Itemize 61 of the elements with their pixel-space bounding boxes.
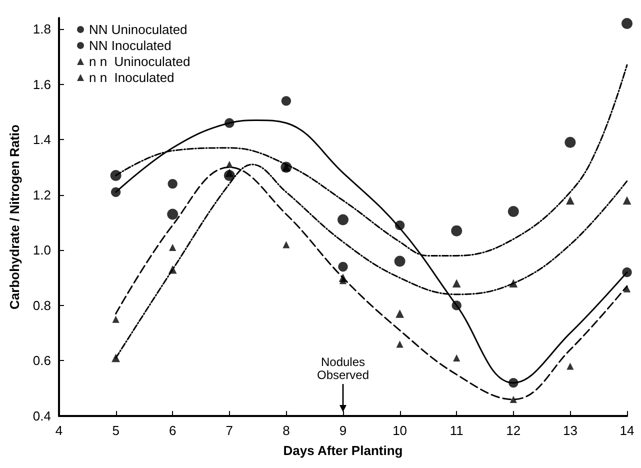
legend-label: NN Inoculated <box>89 38 172 53</box>
point <box>508 378 518 388</box>
point <box>338 262 348 272</box>
point <box>510 396 517 403</box>
point <box>226 160 233 168</box>
point <box>394 220 405 230</box>
point <box>112 354 120 362</box>
x-tick-label: 14 <box>620 423 634 438</box>
point <box>396 340 404 348</box>
y-tick-label: 1.2 <box>32 187 51 202</box>
point <box>509 279 518 288</box>
x-tick-label: 10 <box>392 423 408 438</box>
x-tick-label: 11 <box>450 423 464 438</box>
point <box>168 178 178 189</box>
point <box>452 300 462 310</box>
point <box>453 354 460 362</box>
point <box>622 267 632 278</box>
x-tick-label: 8 <box>282 423 290 438</box>
legend-label: n n Inoculated <box>89 70 174 85</box>
x-tick-label: 7 <box>226 423 234 438</box>
point <box>394 256 406 267</box>
x-tick-label: 4 <box>55 423 63 438</box>
point <box>224 118 234 128</box>
annotation: Nodules Observed <box>316 355 370 382</box>
legend-label: n n Uninoculated <box>89 54 190 69</box>
point <box>339 277 347 284</box>
point <box>622 196 632 205</box>
point <box>282 241 290 248</box>
point <box>281 96 292 106</box>
point <box>566 362 574 370</box>
point <box>451 225 462 236</box>
point <box>110 170 122 182</box>
x-tick-label: 9 <box>339 423 347 438</box>
x-tick-label: 12 <box>506 423 521 438</box>
point <box>338 214 348 226</box>
x-axis-title: Days After Planting <box>283 443 403 458</box>
point <box>169 244 176 251</box>
y-tick-label: 1.8 <box>32 22 51 37</box>
y-tick-label: 1.0 <box>32 242 51 258</box>
y-axis-title: Carbohydrate / Nitrogen Ratio <box>7 124 22 310</box>
point <box>110 187 121 197</box>
y-tick-label: 1.4 <box>32 132 51 148</box>
point <box>225 168 234 177</box>
point <box>622 18 632 30</box>
y-tick-label: 0.6 <box>32 353 51 368</box>
legend-label: NN Uninoculated <box>89 22 188 37</box>
point <box>508 206 519 217</box>
x-tick-label: 5 <box>112 423 120 438</box>
y-tick-label: 1.6 <box>32 76 51 92</box>
y-tick-label: 0.8 <box>32 298 51 313</box>
point <box>168 265 177 274</box>
point <box>396 310 404 318</box>
point <box>623 285 631 292</box>
x-tick-label: 13 <box>562 423 578 438</box>
point <box>566 196 574 205</box>
point <box>167 208 178 220</box>
point <box>112 316 120 323</box>
x-tick-label: 6 <box>168 423 176 438</box>
point <box>452 279 461 288</box>
y-tick-label: 0.4 <box>32 408 51 424</box>
point <box>564 136 576 148</box>
